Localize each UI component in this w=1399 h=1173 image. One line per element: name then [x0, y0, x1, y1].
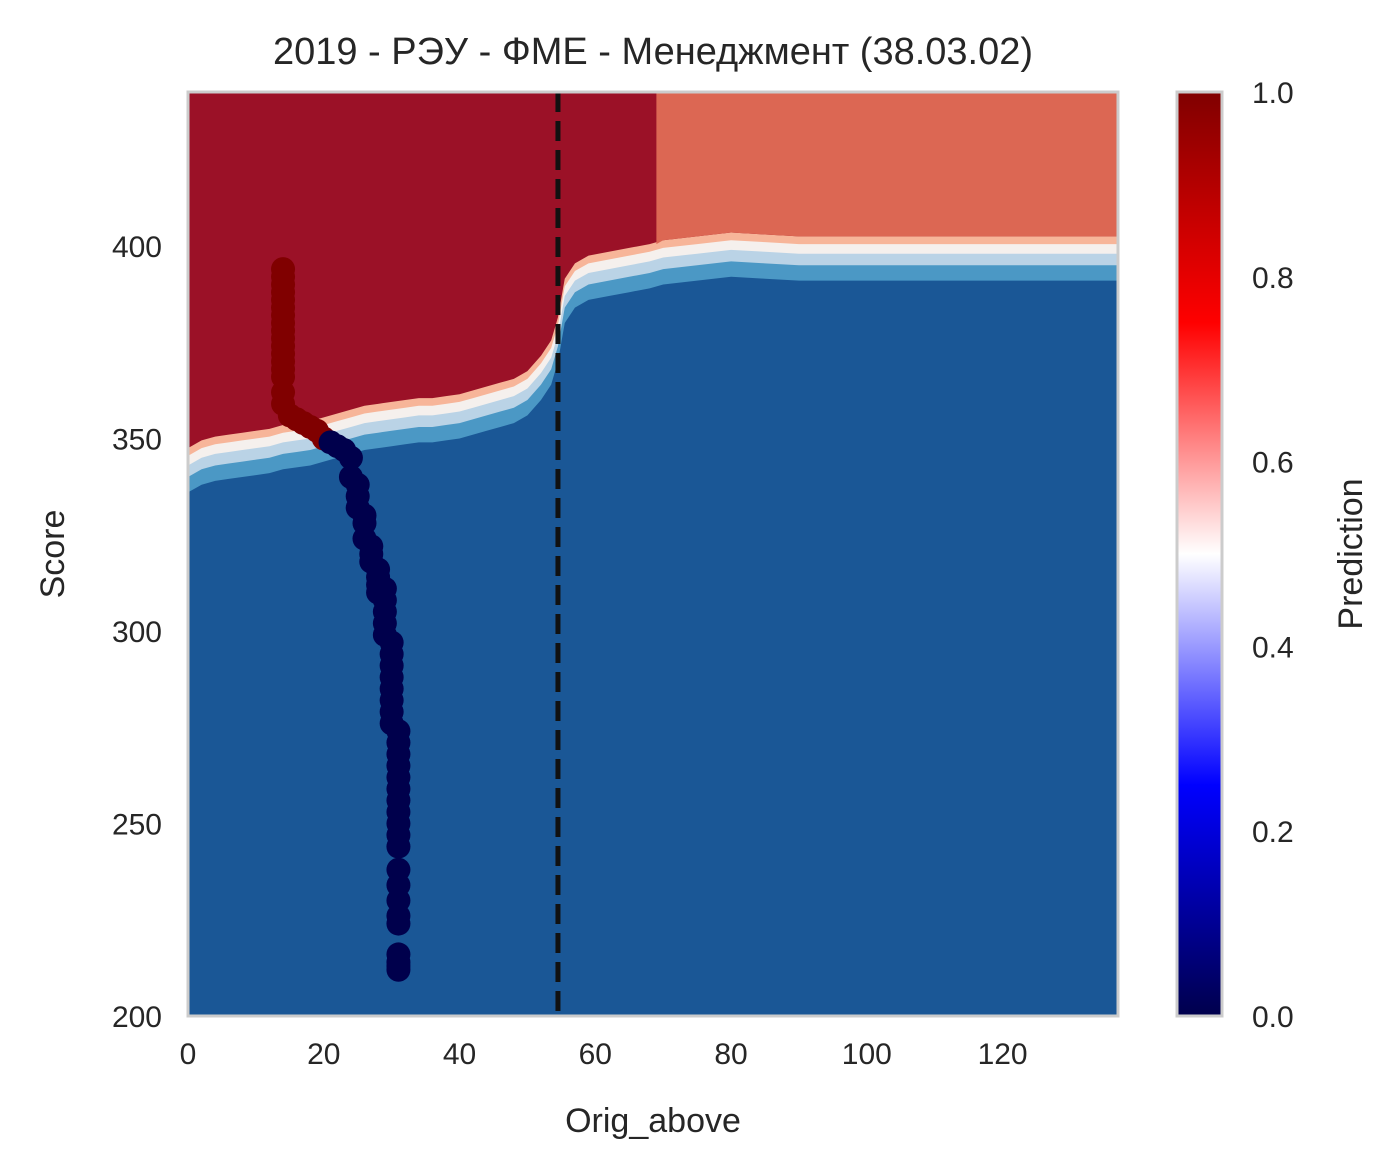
data-point-rejected	[386, 911, 411, 936]
colorbar-gradient	[1175, 90, 1224, 1018]
plot-frame	[186, 90, 1120, 1018]
colorbar-tick-label: 1.0	[1252, 77, 1294, 110]
colorbar-tick-label: 0.0	[1252, 1001, 1294, 1034]
region-upper-right	[656, 92, 1118, 245]
colorbar-ticks: 0.0 0.2 0.4 0.6 0.8 1.0	[1252, 77, 1294, 1034]
data-point-rejected	[386, 957, 411, 982]
prediction-regions	[188, 92, 1118, 493]
colorbar-tick-label: 0.8	[1252, 262, 1294, 295]
y-tick-label: 350	[112, 424, 162, 457]
y-tick-label: 200	[112, 1001, 162, 1034]
x-tick-label: 60	[579, 1038, 612, 1071]
data-point-rejected	[386, 834, 411, 859]
colorbar: 0.0 0.2 0.4 0.6 0.8 1.0 Prediction	[1175, 77, 1370, 1034]
y-tick-label: 300	[112, 616, 162, 649]
x-axis-ticks: 0 20 40 60 80 100 120	[180, 1038, 1028, 1071]
x-tick-label: 20	[307, 1038, 340, 1071]
colorbar-tick-label: 0.6	[1252, 447, 1294, 480]
colorbar-tick-label: 0.2	[1252, 816, 1294, 849]
y-axis-ticks: 200 250 300 350 400	[112, 231, 162, 1034]
data-points	[271, 257, 411, 982]
y-axis-label: Score	[34, 510, 72, 599]
x-tick-label: 80	[714, 1038, 747, 1071]
x-axis-label: Orig_above	[565, 1102, 741, 1140]
x-tick-label: 100	[842, 1038, 892, 1071]
x-tick-label: 40	[443, 1038, 476, 1071]
x-tick-label: 120	[978, 1038, 1028, 1071]
y-tick-label: 400	[112, 231, 162, 264]
chart-title: 2019 - РЭУ - ФМЕ - Менеджмент (38.03.02)	[273, 31, 1033, 73]
colorbar-label: Prediction	[1332, 478, 1370, 629]
y-tick-label: 250	[112, 809, 162, 842]
plot-area	[188, 92, 1118, 1016]
colorbar-tick-label: 0.4	[1252, 631, 1294, 664]
data-point-rejected	[338, 445, 363, 470]
x-tick-label: 0	[180, 1038, 197, 1071]
